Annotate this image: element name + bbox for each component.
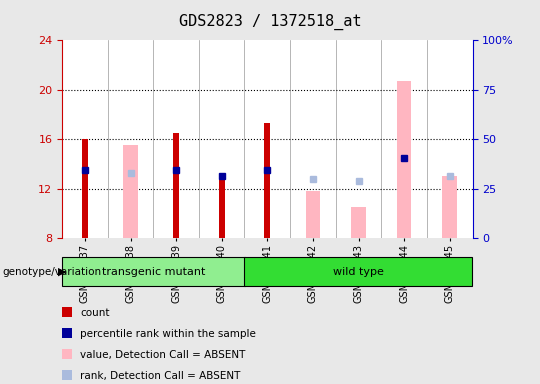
Text: count: count xyxy=(80,308,110,318)
Bar xyxy=(107,40,153,238)
Bar xyxy=(123,146,138,238)
Bar xyxy=(153,40,199,238)
Text: genotype/variation: genotype/variation xyxy=(3,267,102,277)
Bar xyxy=(245,40,290,238)
Text: transgenic mutant: transgenic mutant xyxy=(102,266,205,277)
Bar xyxy=(442,176,457,238)
Bar xyxy=(336,40,381,238)
Text: rank, Detection Call = ABSENT: rank, Detection Call = ABSENT xyxy=(80,371,240,381)
Bar xyxy=(245,257,472,286)
Bar xyxy=(397,81,411,238)
Bar xyxy=(427,40,472,238)
Bar xyxy=(381,40,427,238)
Bar xyxy=(351,207,366,238)
Bar xyxy=(173,133,179,238)
Text: ▶: ▶ xyxy=(58,267,66,277)
Text: value, Detection Call = ABSENT: value, Detection Call = ABSENT xyxy=(80,350,245,360)
Bar xyxy=(62,257,245,286)
Text: percentile rank within the sample: percentile rank within the sample xyxy=(80,329,256,339)
Bar xyxy=(264,123,271,238)
Bar xyxy=(306,191,320,238)
Bar xyxy=(290,40,336,238)
Text: GDS2823 / 1372518_at: GDS2823 / 1372518_at xyxy=(179,13,361,30)
Bar xyxy=(82,139,88,238)
Text: wild type: wild type xyxy=(333,266,384,277)
Bar xyxy=(62,40,107,238)
Bar xyxy=(199,40,245,238)
Bar xyxy=(219,176,225,238)
